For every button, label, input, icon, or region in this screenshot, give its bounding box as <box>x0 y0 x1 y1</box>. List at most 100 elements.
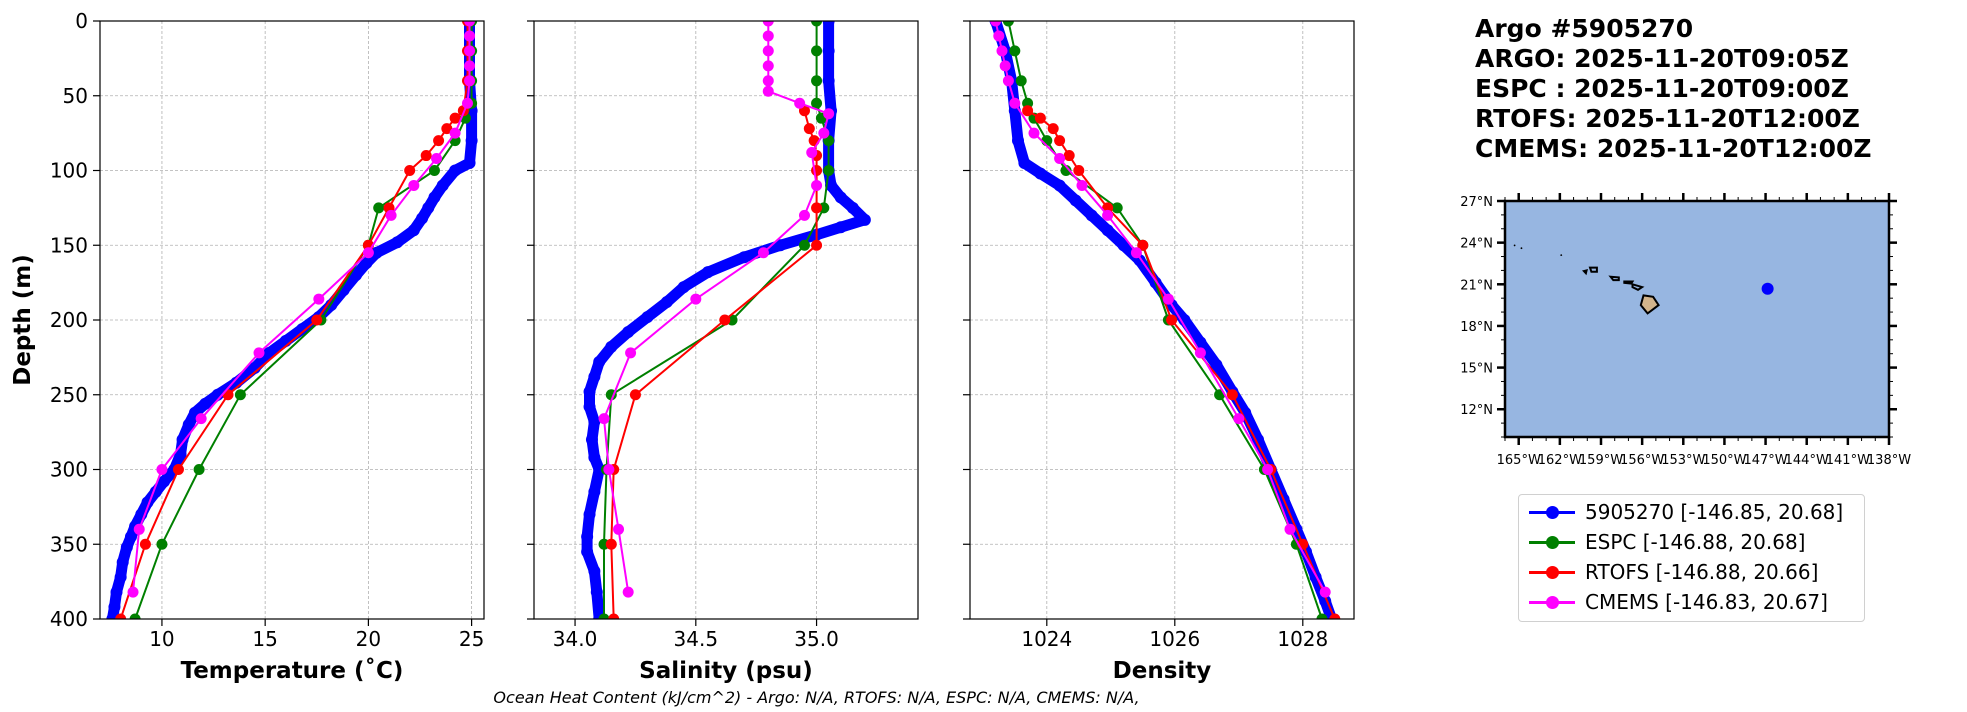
data-point-cmems-14 <box>625 347 637 359</box>
data-point-cmems-2 <box>996 45 1008 57</box>
legend: 5905270 [-146.85, 20.68] ESPC [-146.88, … <box>1518 494 1865 622</box>
map-lon-label-153-w: 153°W <box>1661 453 1705 468</box>
data-point-rtofs-13 <box>172 464 184 475</box>
data-point-cmems-1 <box>464 30 476 42</box>
data-point-5905270-16 <box>660 296 673 309</box>
data-point-5905270-26 <box>588 451 601 464</box>
data-point-5905270-25 <box>585 433 598 446</box>
data-point-5905270-7 <box>436 179 449 192</box>
data-point-5905270-24 <box>588 415 601 428</box>
data-point-rtofs-6 <box>433 135 445 147</box>
data-point-5905270-40 <box>110 586 123 599</box>
data-point-espc-2 <box>1015 75 1027 87</box>
data-point-cmems-13 <box>690 293 702 305</box>
data-point-espc-10 <box>234 389 246 401</box>
data-point-5905270-23 <box>583 400 596 413</box>
data-point-espc-3 <box>811 97 823 109</box>
data-point-cmems-10 <box>1130 247 1142 259</box>
data-point-cmems-0 <box>990 21 1002 27</box>
data-point-rtofs-12 <box>222 389 234 401</box>
data-point-rtofs-5 <box>811 202 823 214</box>
data-point-5905270-14 <box>701 266 714 279</box>
data-point-5905270-28 <box>176 433 189 446</box>
data-point-espc-6 <box>1060 165 1072 176</box>
data-point-cmems-7 <box>823 108 835 120</box>
temperature-panel: 10 15 20 25050100150200250300350400Temperat… <box>10 9 485 684</box>
x-axis-label: Salinity (psu) <box>639 658 813 684</box>
data-point-5905270-32 <box>588 565 601 578</box>
legend-swatch-cmems <box>1529 595 1575 609</box>
x-tick-label-15: 15 <box>252 627 277 651</box>
data-point-cmems-4 <box>1002 75 1014 87</box>
data-point-cmems-17 <box>613 523 625 535</box>
data-point-5905270-10 <box>1101 224 1114 237</box>
data-point-5905270-28 <box>588 485 601 498</box>
data-point-cmems-16 <box>603 464 615 475</box>
data-point-cmems-5 <box>1009 97 1021 109</box>
legend-item-rtofs: RTOFS [-146.88, 20.66] <box>1529 557 1818 587</box>
map-lon-label-147-w: 147°W <box>1743 453 1787 468</box>
data-point-5905270-9 <box>422 201 435 214</box>
data-point-espc-13 <box>1316 613 1328 619</box>
map-lon-label-162-w: 162°W <box>1538 453 1582 468</box>
data-point-5905270-6 <box>1034 167 1047 180</box>
data-point-cmems-12 <box>1194 347 1206 359</box>
data-point-rtofs-9 <box>1226 389 1238 401</box>
data-point-cmems-0 <box>762 21 774 27</box>
data-point-5905270-18 <box>622 325 635 338</box>
legend-label-cmems: CMEMS [-146.83, 20.67] <box>1585 590 1828 614</box>
data-point-cmems-9 <box>385 209 397 221</box>
data-point-5905270-15 <box>677 281 690 294</box>
map-lat-label-24-n: 24°N <box>1460 237 1493 252</box>
data-point-cmems-1 <box>762 30 774 42</box>
data-point-rtofs-1 <box>803 123 815 135</box>
data-point-cmems-10 <box>811 179 823 191</box>
legend-item-cmems: CMEMS [-146.83, 20.67] <box>1529 587 1828 617</box>
data-point-cmems-15 <box>1284 523 1296 535</box>
data-point-5905270-29 <box>583 508 596 521</box>
data-point-5905270-4 <box>465 134 478 147</box>
data-point-5905270-21 <box>263 346 276 359</box>
data-point-cmems-1 <box>993 30 1005 42</box>
data-point-5905270-6 <box>449 164 462 177</box>
map-lon-label-141-w: 141°W <box>1826 453 1870 468</box>
data-point-cmems-8 <box>1076 179 1088 191</box>
data-point-cmems-13 <box>1233 413 1245 425</box>
map-lat-label-27-n: 27°N <box>1460 195 1493 210</box>
data-point-rtofs-11 <box>608 613 620 619</box>
data-point-5905270-10 <box>834 221 847 234</box>
data-point-5905270-13 <box>370 246 383 259</box>
data-point-rtofs-3 <box>1054 135 1066 147</box>
data-point-5905270-38 <box>116 556 129 569</box>
data-point-espc-1 <box>811 45 823 57</box>
series-line-rtofs <box>1026 109 1336 619</box>
data-point-5905270-8 <box>1069 194 1082 207</box>
y-tick-label-50: 50 <box>63 84 88 108</box>
data-point-5905270-8 <box>428 191 441 204</box>
data-point-rtofs-6 <box>811 239 823 251</box>
legend-swatch-argo <box>1529 505 1575 519</box>
data-point-5905270-22 <box>583 385 596 398</box>
data-point-cmems-11 <box>798 209 810 221</box>
data-point-cmems-6 <box>449 127 461 139</box>
data-point-5905270-31 <box>581 545 594 558</box>
legend-item-espc: ESPC [-146.88, 20.68] <box>1529 527 1806 557</box>
map-lon-label-144-w: 144°W <box>1785 453 1829 468</box>
data-point-5905270-7 <box>834 191 847 204</box>
data-point-5905270-33 <box>590 586 603 599</box>
island-molokai <box>1623 280 1635 285</box>
data-point-5905270-16 <box>1194 336 1207 349</box>
data-point-espc-13 <box>598 613 610 619</box>
data-point-espc-11 <box>193 464 205 475</box>
data-point-cmems-18 <box>622 586 634 598</box>
data-point-cmems-12 <box>253 347 265 359</box>
y-axis-label: Depth (m) <box>10 254 36 386</box>
data-point-rtofs-11 <box>311 314 323 326</box>
data-point-5905270-19 <box>296 322 309 335</box>
data-point-5905270-21 <box>588 370 601 383</box>
islet-1 <box>1520 247 1523 250</box>
title-line-float: Argo #5905270 <box>1475 14 1694 43</box>
data-point-5905270-0 <box>822 21 835 27</box>
legend-swatch-rtofs <box>1529 565 1575 579</box>
data-point-rtofs-12 <box>1329 613 1341 619</box>
